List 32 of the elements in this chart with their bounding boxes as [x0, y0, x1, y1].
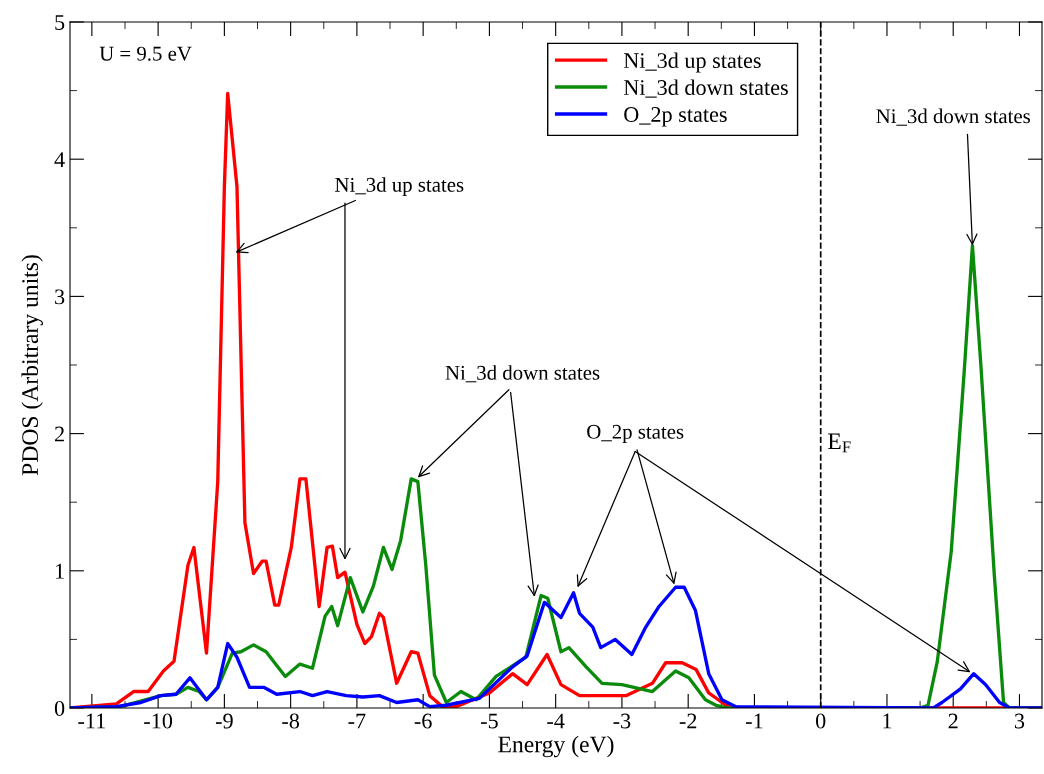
- y-tick-label: 1: [55, 563, 64, 579]
- x-tick-label: 1: [883, 713, 892, 729]
- legend-label: O_2p states: [624, 107, 727, 127]
- y-axis-title: PDOS (Arbitrary units): [21, 255, 43, 476]
- y-tick-label: 4: [54, 152, 65, 167]
- x-tick-label: -10: [144, 713, 173, 729]
- x-tick-label: -2: [679, 713, 697, 729]
- x-tick-label: -3: [613, 713, 631, 729]
- x-tick-label: -7: [348, 713, 366, 729]
- legend-label: Ni_3d down states: [623, 79, 788, 98]
- annotation: Ni_3d down states: [876, 108, 1030, 126]
- y-tick-label: 5: [55, 15, 65, 30]
- y-tick-label: 0: [54, 700, 65, 716]
- y-tick-label: 2: [55, 426, 64, 442]
- x-tick-label: -6: [414, 713, 432, 729]
- x-axis-title: Energy (eV): [498, 735, 614, 758]
- x-tick-label: -11: [78, 713, 105, 729]
- annotation: U = 9.5 eV: [99, 46, 192, 61]
- x-tick-label: -1: [746, 713, 763, 729]
- annotation: O_2p states: [587, 424, 684, 444]
- annotation: Ni_3d down states: [445, 365, 600, 383]
- y-tick-label: 3: [55, 289, 65, 305]
- x-tick-label: -9: [215, 713, 233, 729]
- legend-label: Ni_3d up states: [623, 52, 761, 73]
- x-tick-label: 0: [815, 713, 826, 729]
- x-tick-label: 3: [1014, 713, 1025, 729]
- ref-line-label: E$_{F}$: [828, 433, 851, 453]
- x-tick-label: -8: [282, 713, 300, 729]
- annotation: Ni_3d up states: [335, 177, 464, 197]
- x-tick-label: -5: [480, 713, 498, 729]
- x-tick-label: 2: [948, 713, 958, 729]
- x-tick-label: -4: [547, 713, 565, 729]
